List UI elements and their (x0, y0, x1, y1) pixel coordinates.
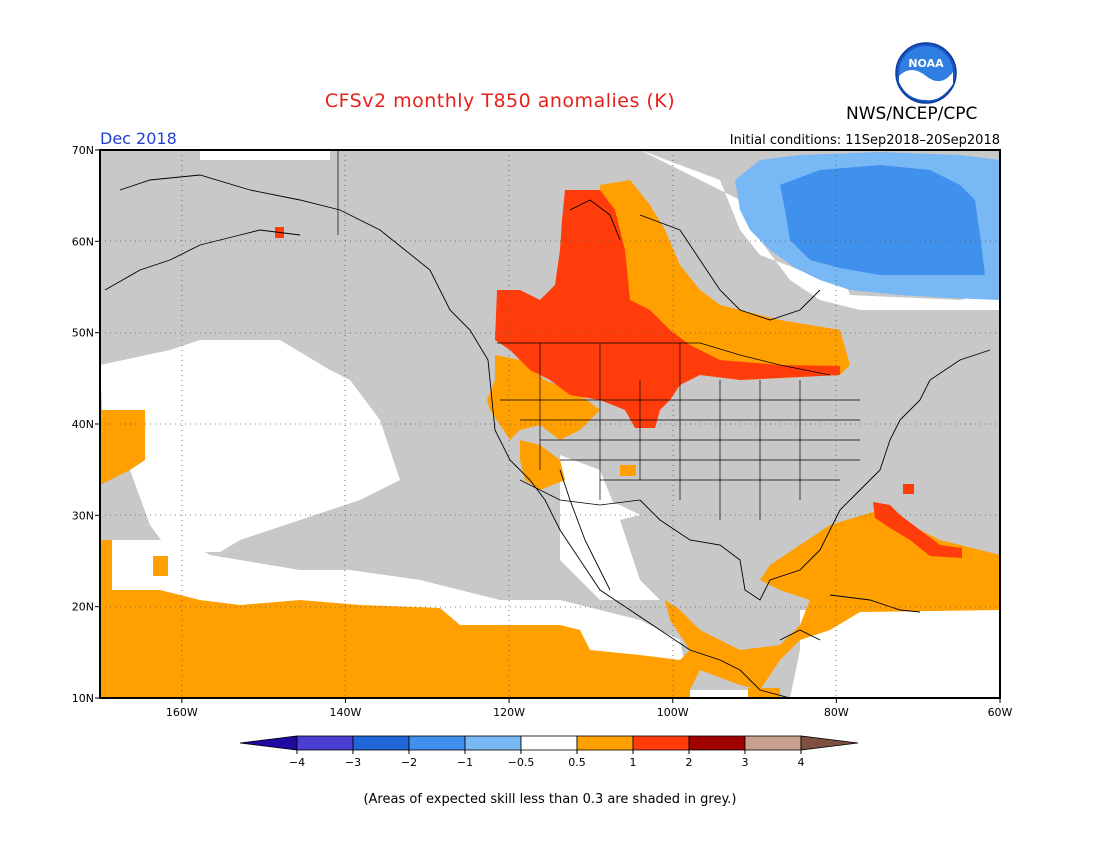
legend-tick-label: −2 (401, 756, 417, 769)
color-legend: −4 −3 −2 −1 −0.5 0.5 1 2 3 4 (239, 735, 859, 769)
svg-text:NOAA: NOAA (908, 57, 944, 70)
legend-swatch (744, 735, 802, 751)
legend-tick-label: −1 (457, 756, 473, 769)
legend-tick-label: 4 (798, 756, 805, 769)
legend-swatch (520, 735, 578, 751)
legend-swatch (688, 735, 746, 751)
lon-label: 100W (657, 706, 689, 719)
legend-swatch (408, 735, 466, 751)
legend-arrow-left (239, 735, 298, 751)
legend-swatch (632, 735, 690, 751)
legend-tick-label: 2 (686, 756, 693, 769)
lon-label: 120W (493, 706, 525, 719)
legend-tick-label: 3 (742, 756, 749, 769)
legend-swatch (352, 735, 410, 751)
graticule (100, 150, 1000, 698)
forecast-period: Dec 2018 (100, 129, 177, 148)
warm-anomaly-1-2 (275, 190, 962, 558)
initial-conditions: Initial conditions: 11Sep2018–20Sep2018 (729, 133, 1000, 148)
lon-label: 160W (166, 706, 198, 719)
legend-tick-label: −4 (289, 756, 305, 769)
lat-label: 20N (72, 601, 94, 614)
legend-arrow-right (800, 735, 859, 751)
lon-label: 60W (988, 706, 1013, 719)
skill-footnote: (Areas of expected skill less than 0.3 a… (363, 792, 737, 807)
lat-label: 30N (72, 509, 94, 522)
coastlines (104, 174, 991, 698)
noaa-logo: NOAA (895, 42, 957, 108)
lon-label: 80W (824, 706, 849, 719)
legend-swatch (576, 735, 634, 751)
lat-label: 60N (72, 235, 94, 248)
legend-swatch (296, 735, 354, 751)
lat-label: 50N (72, 327, 94, 340)
legend-tick-label: −0.5 (508, 756, 535, 769)
lat-label: 70N (72, 144, 94, 157)
lon-label: 140W (330, 706, 362, 719)
map-title: CFSv2 monthly T850 anomalies (K) (324, 90, 676, 112)
legend-tick-label: 0.5 (568, 756, 586, 769)
political-borders (337, 150, 860, 520)
organization-label: NWS/NCEP/CPC (846, 104, 978, 124)
axis-labels: 70N 60N 50N 40N 30N 20N 10N 160W 140W 120W 100W 80W… (72, 144, 1013, 719)
legend-tick-label: 1 (630, 756, 637, 769)
lat-label: 40N (72, 418, 94, 431)
lat-label: 10N (72, 692, 94, 705)
legend-swatch (464, 735, 522, 751)
cold-anomaly-region (735, 152, 1000, 300)
legend-tick-label: −3 (345, 756, 361, 769)
